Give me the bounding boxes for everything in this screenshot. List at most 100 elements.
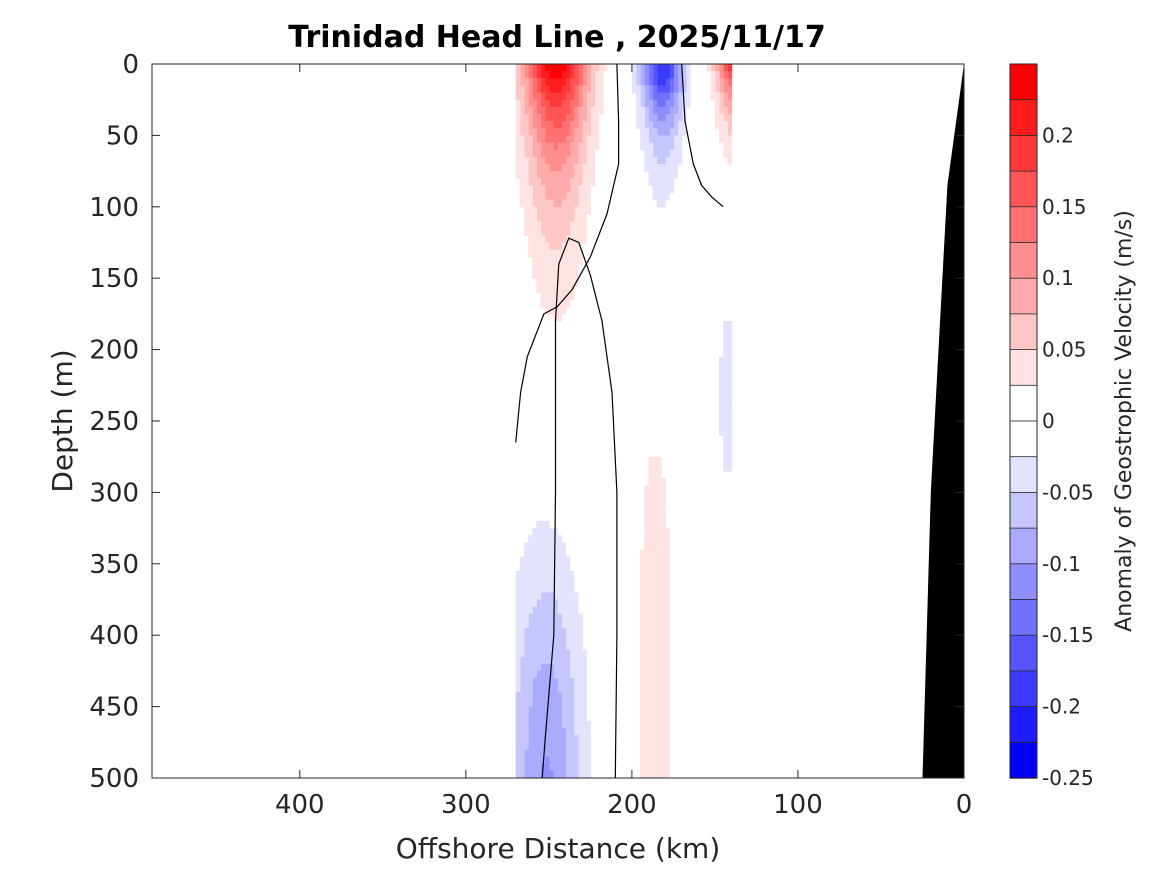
contour-cell <box>652 763 658 772</box>
colorbar-tick-label: 0.15 <box>1042 195 1087 219</box>
contour-cell <box>582 770 587 779</box>
contour-cell <box>561 149 567 158</box>
contour-cell <box>557 599 562 608</box>
contour-cell <box>723 335 728 344</box>
contour-cell <box>594 128 600 136</box>
contour-cell <box>582 192 587 201</box>
contour-cell <box>536 556 542 565</box>
contour-cell <box>640 121 645 129</box>
contour-cell <box>528 199 533 208</box>
contour-cell <box>727 106 733 115</box>
contour-cell <box>636 113 641 122</box>
contour-cell <box>540 142 546 151</box>
contour-cell <box>665 185 670 194</box>
contour-cell <box>665 728 670 736</box>
contour-cell <box>644 499 650 508</box>
contour-cell <box>573 149 579 158</box>
contour-cell <box>532 149 538 158</box>
contour-cell <box>665 678 670 686</box>
contour-cell <box>652 71 658 79</box>
contour-cell <box>519 599 525 608</box>
contour-cell <box>523 756 529 765</box>
contour-cell <box>557 249 562 258</box>
contour-cell <box>573 685 579 693</box>
contour-cell <box>656 649 662 658</box>
contour-cell <box>577 185 583 194</box>
contour-cell <box>519 635 525 643</box>
contour-cell <box>656 706 662 715</box>
contour-cell <box>665 156 670 165</box>
contour-cell <box>557 163 562 172</box>
contour-cell <box>719 113 724 122</box>
contour-cell <box>519 178 525 186</box>
contour-cell <box>644 156 650 165</box>
colorbar-tick-label: -0.2 <box>1042 695 1081 719</box>
contour-cell <box>561 78 567 87</box>
contour-cell <box>582 728 587 736</box>
contour-cell <box>727 456 733 465</box>
contour-cell <box>648 756 654 765</box>
contour-cell <box>582 128 587 136</box>
contour-cell <box>523 720 529 729</box>
contour-cell <box>532 171 538 179</box>
contour-cell <box>561 106 567 115</box>
contour-cell <box>644 763 650 772</box>
contour-cell <box>557 306 562 315</box>
contour-cell <box>656 185 662 194</box>
contour-cell <box>660 656 666 665</box>
contour-cell <box>536 78 542 87</box>
contour-cell <box>582 749 587 758</box>
contour-cell <box>548 78 554 87</box>
contour-cell <box>656 628 662 636</box>
colorbar-tick-label: -0.05 <box>1042 480 1094 504</box>
contour-cell <box>548 763 554 772</box>
contour-cell <box>540 206 546 215</box>
contour-cell <box>569 278 575 286</box>
contour-cell <box>677 71 683 79</box>
contour-cell <box>519 699 525 708</box>
contour-cell <box>528 656 533 665</box>
contour-cell <box>515 763 521 772</box>
contour-cell <box>582 649 587 658</box>
contour-cell <box>515 749 521 758</box>
contour-cell <box>553 142 558 151</box>
contour-cell <box>631 64 637 72</box>
contour-cell <box>640 620 645 629</box>
contour-cell <box>681 64 687 72</box>
contour-cell <box>660 520 666 529</box>
contour-cell <box>536 678 542 686</box>
colorbar-label: Anomaly of Geostrophic Velocity (m/s) <box>1112 210 1137 632</box>
contour-cell <box>648 113 654 122</box>
contour-cell <box>652 728 658 736</box>
contour-cell <box>565 563 571 572</box>
contour-cell <box>656 171 662 179</box>
contour-cell <box>665 742 670 751</box>
contour-cell <box>540 706 546 715</box>
contour-cell <box>673 156 679 165</box>
contour-cell <box>644 563 650 572</box>
contour-cell <box>519 71 525 79</box>
contour-cell <box>565 656 571 665</box>
contour-cell <box>519 121 525 129</box>
contour-cell <box>648 178 654 186</box>
contour-cell <box>577 685 583 693</box>
contour-cell <box>660 756 666 765</box>
contour-cell <box>548 720 554 729</box>
contour-cell <box>548 756 554 765</box>
contour-cell <box>561 142 567 151</box>
contour-cell <box>685 78 691 87</box>
contour-cell <box>636 99 641 108</box>
contour-cell <box>569 149 575 158</box>
contour-cell <box>640 735 645 743</box>
y-tick-label: 450 <box>89 693 139 723</box>
contour-cell <box>548 749 554 758</box>
contour-cell <box>652 663 658 672</box>
contour-cell <box>561 656 567 665</box>
contour-cell <box>532 728 538 736</box>
contour-cell <box>673 106 679 115</box>
contour-cell <box>557 156 562 165</box>
contour-cell <box>577 92 583 101</box>
contour-cell <box>553 663 558 672</box>
contour-cell <box>640 549 645 558</box>
contour-cell <box>565 71 571 79</box>
